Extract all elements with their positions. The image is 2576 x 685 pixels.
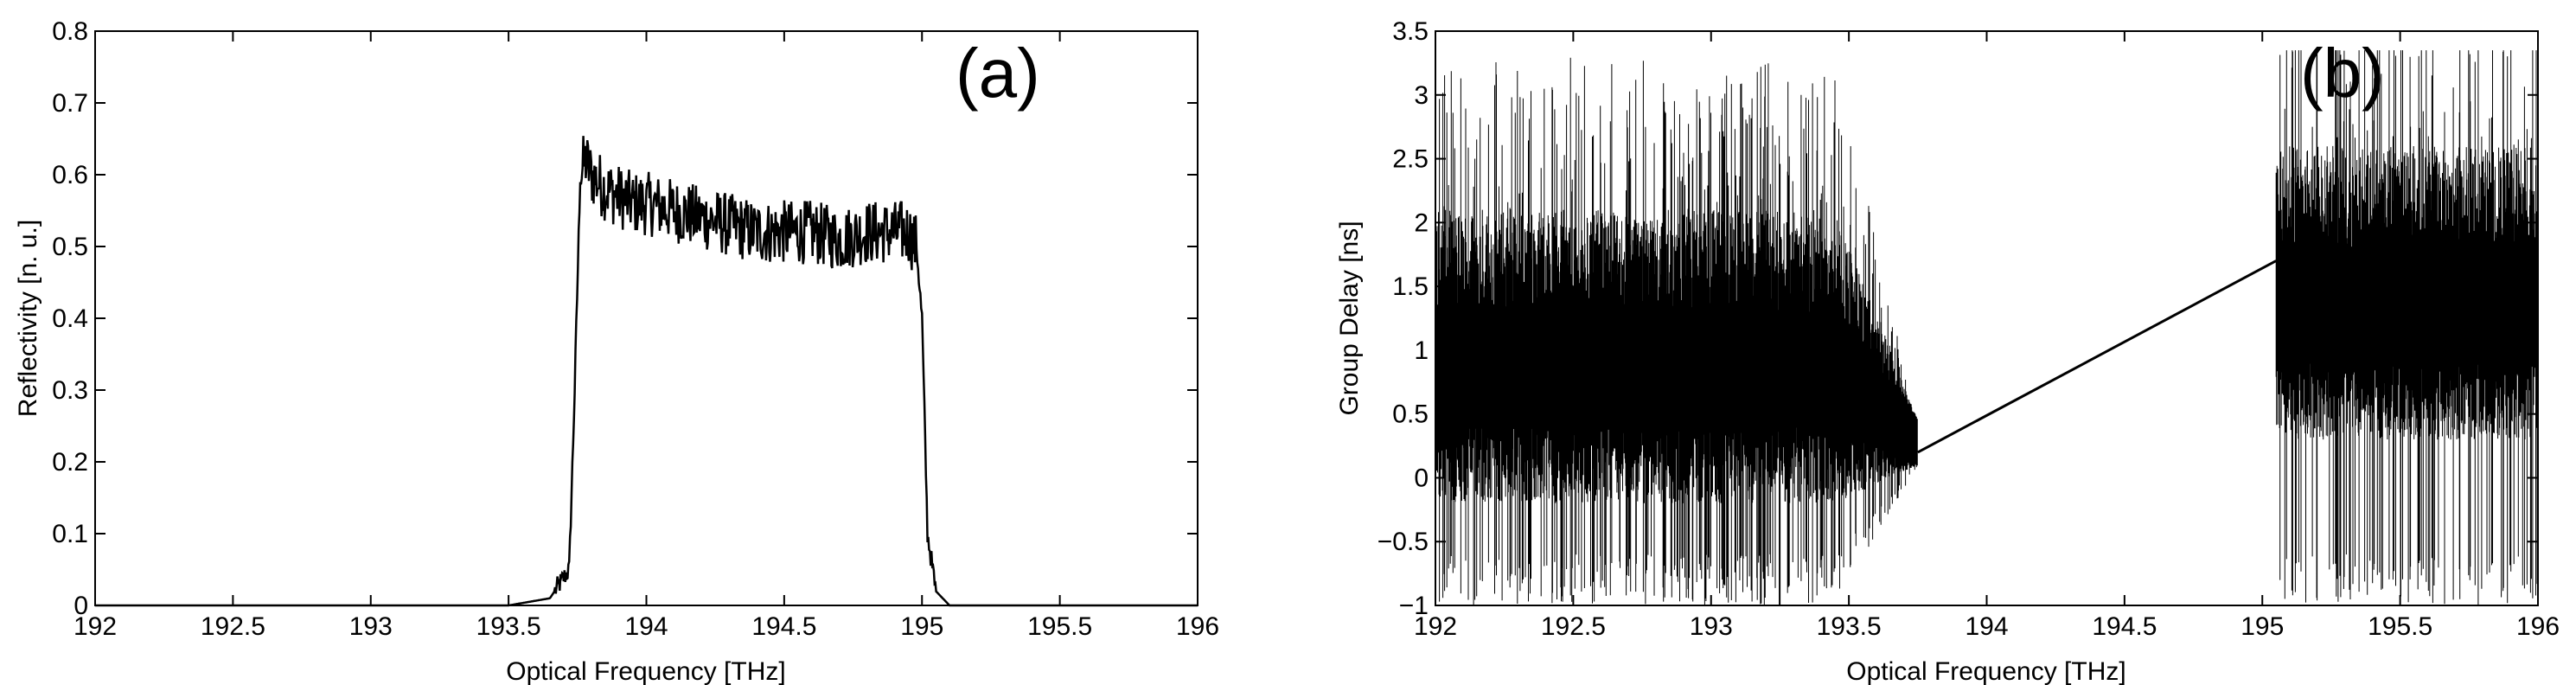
- a-ytick-label: 0.3: [52, 376, 88, 405]
- group-delay-noise-band: [2275, 50, 2538, 605]
- x-axis-label-b: Optical Frequency [THz]: [1846, 657, 2125, 685]
- panel-label-a: (a): [956, 35, 1040, 112]
- a-xtick-label: 195.5: [1027, 612, 1092, 641]
- tick-marks-b: [1435, 30, 2539, 606]
- group-delay-noise-band: [1435, 57, 1918, 605]
- b-ytick-label: 1.5: [1392, 272, 1429, 301]
- b-ytick-label: 0.5: [1392, 400, 1429, 429]
- group-delay-linear-segment: [1917, 259, 2277, 454]
- b-xtick-label: 195: [2240, 612, 2284, 641]
- x-axis-label-a: Optical Frequency [THz]: [506, 657, 785, 685]
- b-xtick-label: 194.5: [2092, 612, 2157, 641]
- b-xtick-label: 196: [2516, 612, 2560, 641]
- panel-b-group-delay-chart: 192 192.5 193 193.5 194 194.5 195 195.5 196 −1 −0…: [1335, 17, 2560, 685]
- b-xtick-label: 194: [1965, 612, 2008, 641]
- b-ytick-label: 2.5: [1392, 145, 1429, 174]
- b-xtick-label: 193.5: [1817, 612, 1882, 641]
- x-tick-labels-b: 192 192.5 193 193.5 194 194.5 195 195.5 196: [1414, 612, 2560, 641]
- y-axis-label-b: Group Delay [ns]: [1335, 221, 1364, 415]
- b-ytick-label: 1: [1414, 336, 1429, 365]
- y-axis-label-a: Reflectivity [n. u.]: [14, 220, 42, 417]
- a-ytick-label: 0: [74, 592, 88, 620]
- a-ytick-label: 0.7: [52, 89, 88, 118]
- panel-a-reflectivity-chart: 192 192.5 193 193.5 194 194.5 195 195.5 196 0 0.1…: [14, 17, 1219, 685]
- y-tick-labels-a: 0 0.1 0.2 0.3 0.4 0.5 0.6 0.7 0.8: [52, 17, 88, 620]
- a-ytick-label: 0.4: [52, 304, 88, 333]
- a-ytick-label: 0.2: [52, 448, 88, 477]
- a-xtick-label: 194: [624, 612, 668, 641]
- a-xtick-label: 195: [900, 612, 943, 641]
- b-ytick-label: 2: [1414, 208, 1429, 237]
- a-ytick-label: 0.1: [52, 520, 88, 548]
- y-tick-labels-b: −1 −0.5 0 0.5 1 1.5 2 2.5 3 3.5: [1377, 17, 1429, 620]
- group-delay-series: [1435, 50, 2538, 605]
- b-ytick-label: 0: [1414, 464, 1429, 492]
- a-xtick-label: 192.5: [201, 612, 265, 641]
- plot-area-a: [94, 30, 1199, 606]
- reflectivity-series-line: [95, 136, 1198, 607]
- a-xtick-label: 194.5: [751, 612, 816, 641]
- panel-label-b: (b): [2300, 35, 2385, 112]
- b-xtick-label: 193: [1690, 612, 1733, 641]
- a-ytick-label: 0.6: [52, 161, 88, 189]
- a-xtick-label: 193.5: [476, 612, 541, 641]
- a-xtick-label: 193: [349, 612, 393, 641]
- b-xtick-label: 192: [1414, 612, 1457, 641]
- a-ytick-label: 0.8: [52, 17, 88, 46]
- b-ytick-label: −1: [1399, 592, 1429, 620]
- x-tick-labels-a: 192 192.5 193 193.5 194 194.5 195 195.5 196: [74, 612, 1219, 641]
- a-xtick-label: 192: [74, 612, 117, 641]
- b-xtick-label: 195.5: [2368, 612, 2432, 641]
- a-xtick-label: 196: [1176, 612, 1219, 641]
- a-ytick-label: 0.5: [52, 233, 88, 261]
- b-xtick-label: 192.5: [1541, 612, 1606, 641]
- tick-marks-a: [94, 30, 1199, 606]
- b-ytick-label: 3: [1414, 81, 1429, 110]
- b-ytick-label: −0.5: [1377, 528, 1429, 556]
- b-ytick-label: 3.5: [1392, 17, 1429, 46]
